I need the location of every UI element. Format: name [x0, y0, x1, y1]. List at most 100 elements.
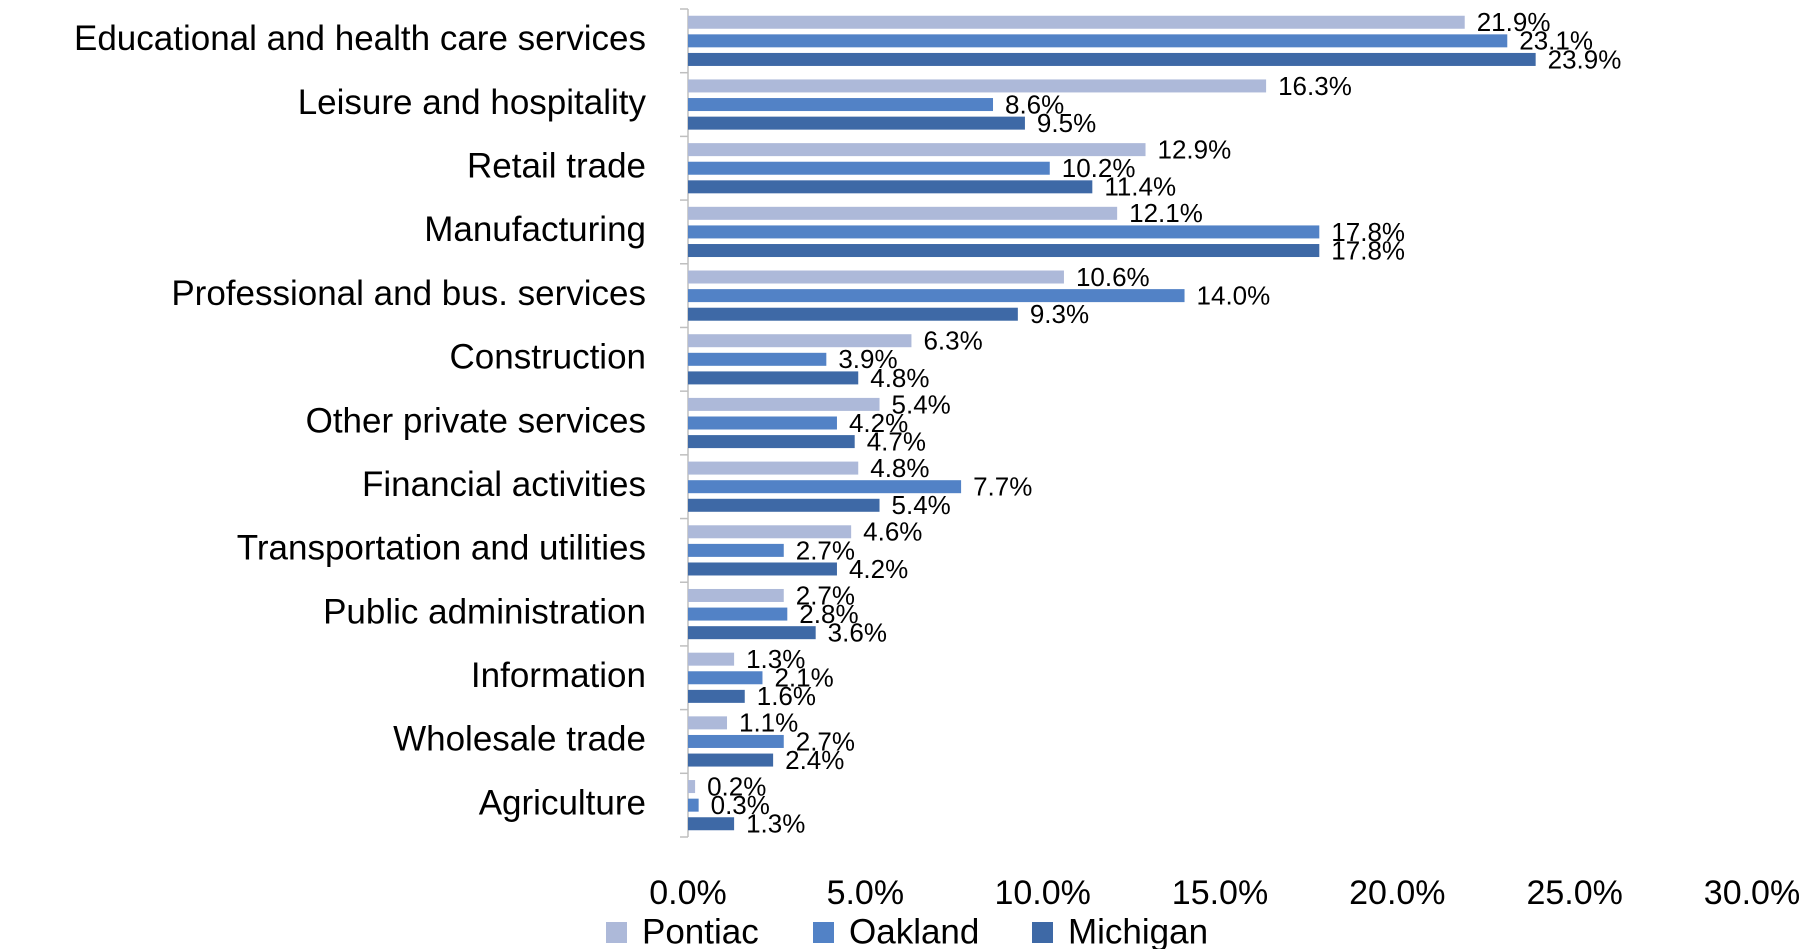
value-label: 2.7%: [796, 535, 855, 565]
bar: [688, 98, 994, 112]
x-tick-label: 20.0%: [1349, 874, 1445, 912]
category-label: Agriculture: [479, 783, 646, 822]
bar: [688, 652, 735, 666]
legend-label: Oakland: [849, 912, 979, 949]
value-label: 17.8%: [1331, 235, 1405, 265]
bar: [688, 270, 1064, 284]
value-label: 0.3%: [711, 790, 770, 820]
value-label: 4.7%: [867, 426, 926, 456]
bar: [688, 753, 774, 767]
bar: [688, 79, 1267, 93]
value-label: 4.6%: [863, 517, 922, 547]
bar: [688, 206, 1118, 220]
x-tick-label: 5.0%: [827, 874, 905, 912]
value-label: 23.9%: [1548, 44, 1622, 74]
bar: [688, 161, 1050, 175]
value-label: 2.7%: [796, 580, 855, 610]
value-label: 5.4%: [892, 389, 951, 419]
value-label: 7.7%: [973, 472, 1032, 502]
value-label: 3.9%: [838, 344, 897, 374]
category-label: Manufacturing: [424, 210, 646, 249]
bar: [688, 607, 788, 621]
bar: [688, 780, 696, 794]
bar: [688, 397, 880, 411]
bar: [688, 334, 912, 348]
value-label: 4.8%: [870, 453, 929, 483]
bar: [688, 435, 855, 449]
value-label: 11.4%: [1104, 172, 1176, 202]
bar: [688, 588, 784, 602]
bar: [688, 143, 1146, 157]
category-label: Wholesale trade: [393, 720, 646, 759]
value-label: 23.1%: [1519, 26, 1593, 56]
value-label: 1.3%: [746, 644, 805, 674]
value-label: 16.3%: [1278, 71, 1352, 101]
value-label: 10.6%: [1076, 262, 1150, 292]
bar: [688, 307, 1018, 321]
value-label: 4.8%: [870, 363, 929, 393]
x-tick-label: 10.0%: [994, 874, 1090, 912]
value-label: 12.9%: [1158, 135, 1232, 165]
value-label: 6.3%: [923, 326, 982, 356]
category-label: Financial activities: [362, 465, 646, 504]
bar: [688, 798, 699, 812]
bar: [688, 480, 962, 494]
value-label: 3.6%: [828, 618, 887, 648]
legend-label: Michigan: [1068, 912, 1208, 949]
category-label: Retail trade: [467, 146, 646, 185]
bar: [688, 543, 784, 557]
bar: [688, 525, 852, 539]
category-label: Information: [471, 656, 646, 695]
category-label: Leisure and hospitality: [298, 83, 647, 122]
legend-label: Pontiac: [642, 912, 759, 949]
bar: [688, 289, 1185, 303]
x-tick-label: 25.0%: [1526, 874, 1622, 912]
bar: [688, 689, 745, 703]
bar: [688, 626, 816, 640]
value-label: 4.2%: [849, 408, 908, 438]
bar: [688, 671, 763, 685]
bar: [688, 562, 837, 576]
bar: [688, 244, 1320, 258]
bar: [688, 34, 1508, 48]
value-label: 10.2%: [1062, 153, 1136, 183]
category-label: Educational and health care services: [74, 19, 646, 58]
bar: [688, 352, 827, 366]
category-label: Professional and bus. services: [171, 274, 646, 313]
legend-swatch: [606, 922, 627, 943]
bar: [688, 116, 1025, 130]
legend-swatch: [1032, 922, 1053, 943]
category-label: Other private services: [306, 401, 646, 440]
value-label: 5.4%: [892, 490, 951, 520]
x-tick-label: 15.0%: [1172, 874, 1268, 912]
value-label: 17.8%: [1331, 217, 1405, 247]
value-label: 8.6%: [1005, 89, 1064, 119]
value-label: 21.9%: [1477, 7, 1551, 37]
bar: [688, 734, 784, 748]
value-label: 0.2%: [707, 771, 766, 801]
bar: [688, 461, 859, 475]
category-label: Public administration: [323, 592, 646, 631]
bar: [688, 817, 735, 831]
bar: [688, 180, 1093, 194]
x-tick-label: 30.0%: [1704, 874, 1800, 912]
x-tick-label: 0.0%: [649, 874, 727, 912]
value-label: 1.3%: [746, 809, 805, 839]
category-label: Construction: [450, 338, 646, 377]
bar: [688, 371, 859, 385]
bar: [688, 52, 1536, 66]
value-label: 2.1%: [774, 663, 833, 693]
value-label: 2.7%: [796, 726, 855, 756]
value-label: 9.3%: [1030, 299, 1089, 329]
bar: [688, 716, 728, 730]
value-label: 2.8%: [799, 599, 858, 629]
value-label: 2.4%: [785, 745, 844, 775]
legend-swatch: [813, 922, 834, 943]
value-label: 4.2%: [849, 554, 908, 584]
value-label: 12.1%: [1129, 198, 1203, 228]
bar: [688, 498, 880, 512]
value-label: 9.5%: [1037, 108, 1096, 138]
value-label: 14.0%: [1197, 280, 1271, 310]
value-label: 1.1%: [739, 708, 798, 738]
